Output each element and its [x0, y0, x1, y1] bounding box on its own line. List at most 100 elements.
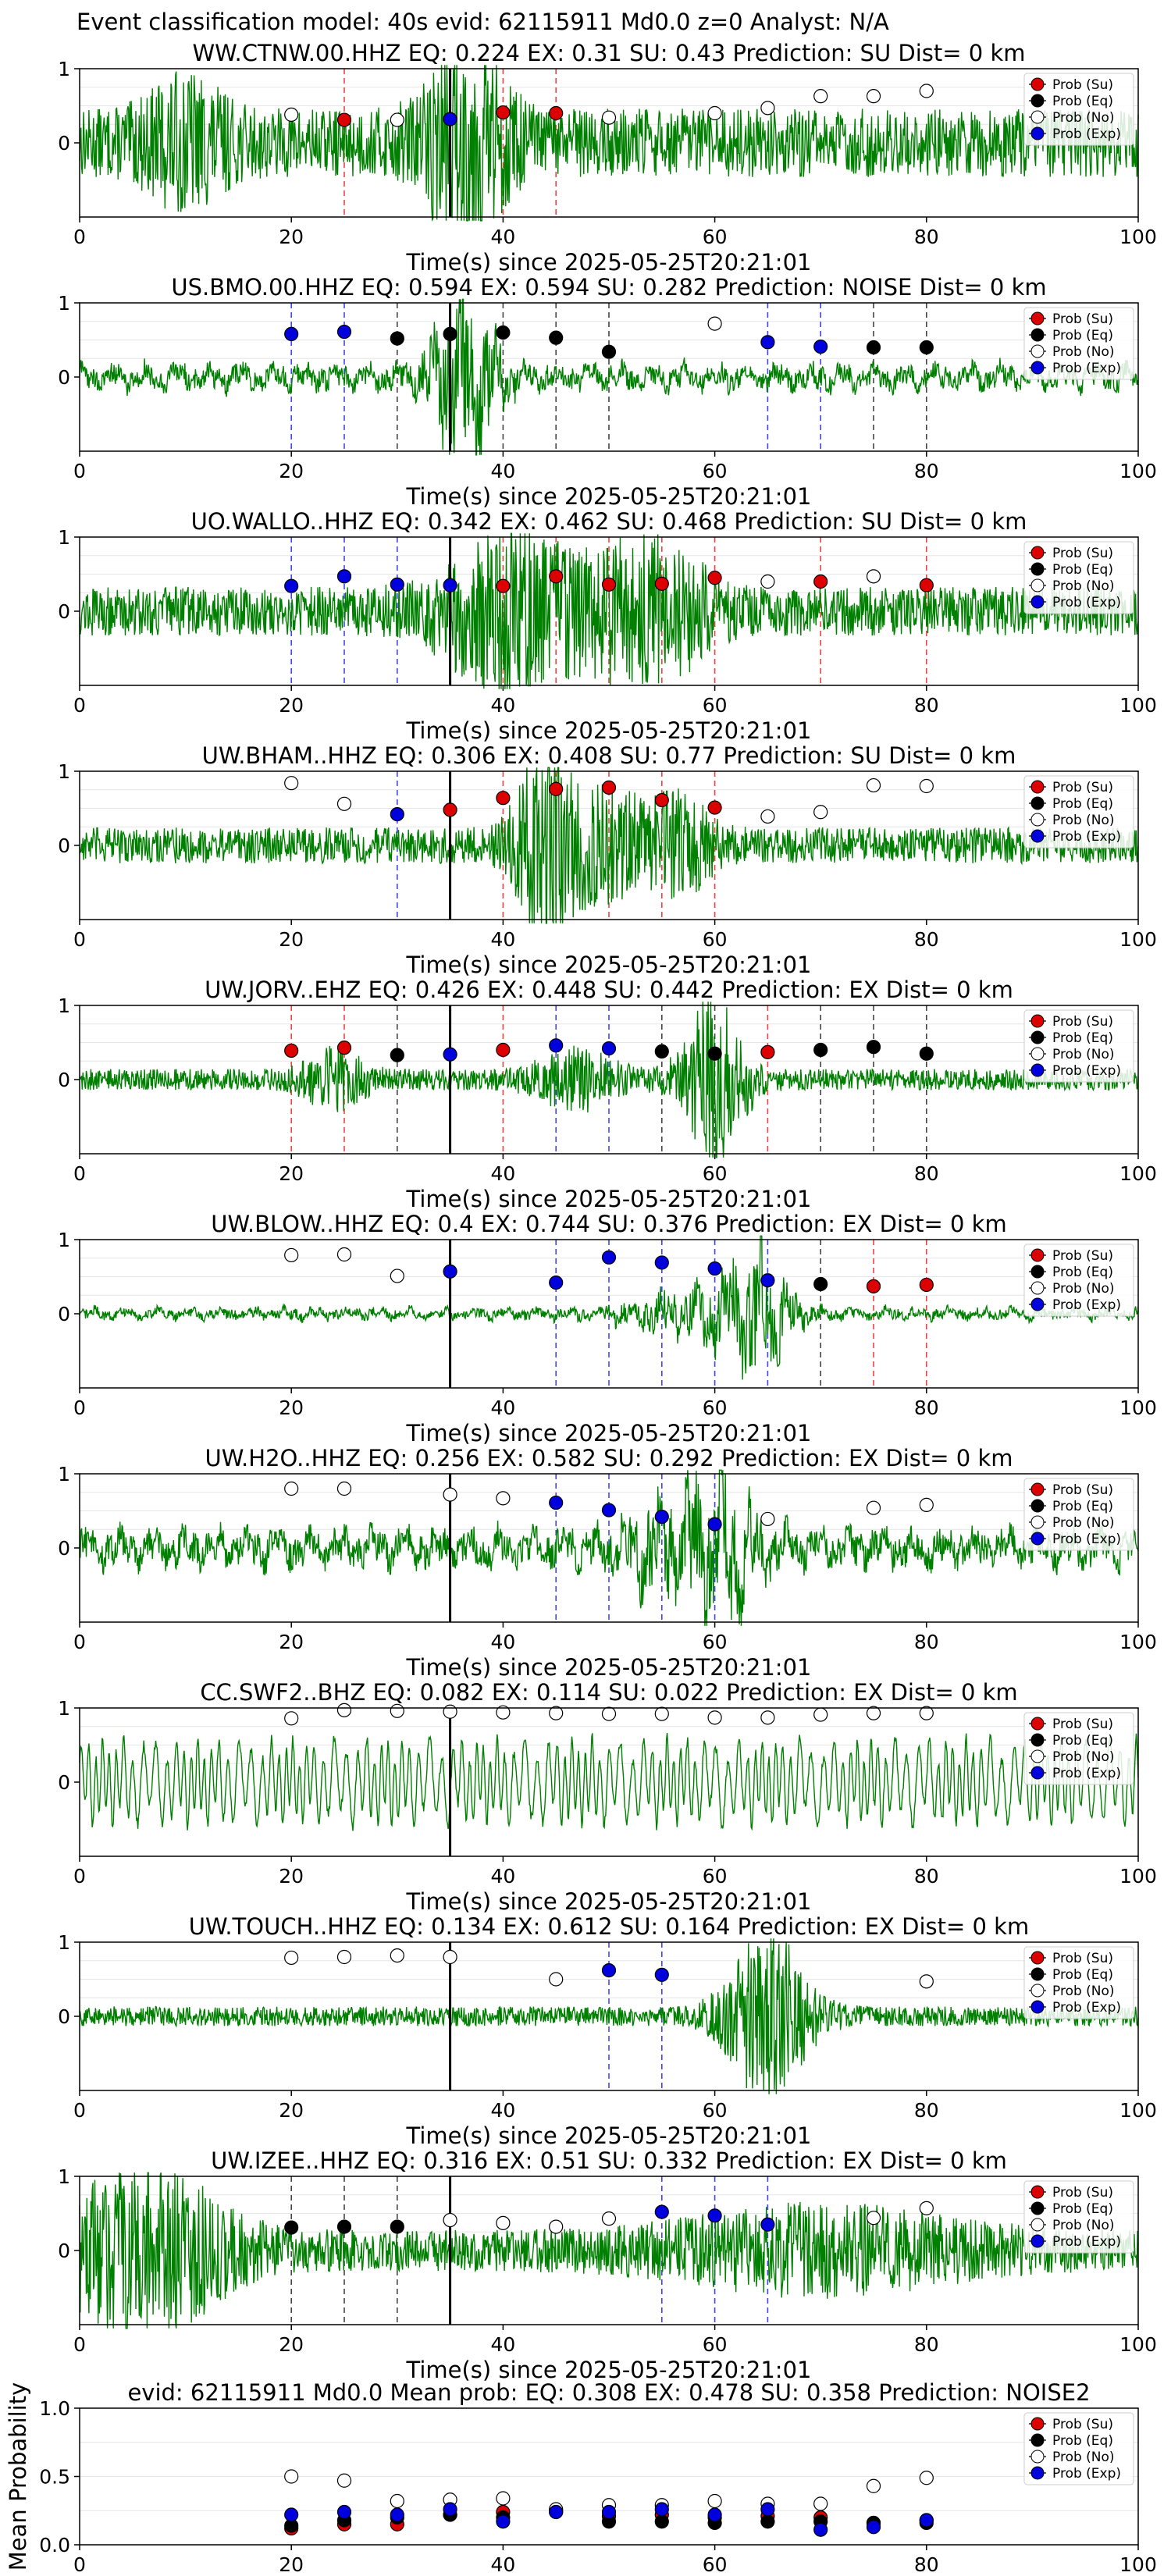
- prob-point-no: [443, 1949, 457, 1965]
- legend-box: [1023, 2412, 1134, 2485]
- prob-point-no: [760, 809, 775, 824]
- prob-point-su: [760, 1044, 775, 1059]
- prob-point-exp: [760, 2217, 775, 2232]
- prob-point-su: [336, 1041, 352, 1055]
- x-tick-label: 0: [73, 1162, 86, 1185]
- x-tick-label: 80: [914, 928, 939, 951]
- x-axis-label: Time(s) since 2025-05-25T20:21:01: [406, 1186, 812, 1212]
- prob-point-eq: [601, 344, 617, 359]
- prob-point-su: [654, 792, 669, 808]
- panel-title: UW.BHAM..HHZ EQ: 0.306 EX: 0.408 SU: 0.7…: [202, 742, 1016, 769]
- x-tick-label: 80: [914, 1162, 939, 1185]
- prob-point-su: [601, 780, 617, 795]
- prob-point-su: [496, 791, 511, 806]
- x-tick-label: 40: [490, 2553, 515, 2576]
- legend: Prob (Su)Prob (Eq)Prob (No)Prob (Exp): [1023, 2180, 1134, 2254]
- legend-marker-exp: [1030, 1297, 1045, 1311]
- prob-point-exp: [284, 326, 299, 341]
- y-tick-label: 1: [58, 1697, 70, 1720]
- x-tick-label: 40: [490, 2333, 515, 2356]
- prob-point-no: [496, 1705, 511, 1720]
- prob-point-exp: [443, 578, 457, 592]
- legend-marker-eq: [1030, 2201, 1045, 2215]
- y-tick-label: 0: [58, 834, 70, 857]
- mean-prob-point: [760, 2514, 775, 2529]
- legend-label: Prob (Su): [1052, 546, 1113, 561]
- waveform-trace: [79, 298, 1139, 456]
- x-tick-label: 20: [279, 2553, 304, 2576]
- prob-point-eq: [390, 2219, 404, 2234]
- legend: Prob (Su)Prob (Eq)Prob (No)Prob (Exp): [1023, 1009, 1134, 1083]
- x-tick-label: 80: [914, 226, 939, 248]
- prob-point-no: [601, 2211, 617, 2226]
- prob-point-exp: [336, 569, 352, 584]
- prob-point-exp: [390, 806, 404, 822]
- prob-point-no: [866, 777, 881, 793]
- legend-marker-no: [1030, 1749, 1045, 1763]
- y-tick-label: 1: [58, 1463, 70, 1485]
- x-axis-label: Time(s) since 2025-05-25T20:21:01: [406, 1654, 812, 1681]
- legend-marker-eq: [1030, 1265, 1045, 1279]
- legend-label: Prob (Su): [1052, 1951, 1113, 1966]
- legend-box: [1023, 1244, 1134, 1317]
- x-tick-label: 40: [490, 2099, 515, 2122]
- x-tick-label: 0: [73, 1865, 86, 1888]
- legend-box: [1023, 1712, 1134, 1785]
- legend-marker-exp: [1030, 2234, 1045, 2248]
- legend-marker-no: [1030, 2450, 1045, 2464]
- legend-label: Prob (Eq): [1052, 1265, 1113, 1280]
- mean-probability-panel: evid: 62115911 Md0.0 Mean prob: EQ: 0.30…: [5, 2379, 1157, 2576]
- legend-label: Prob (Exp): [1052, 2466, 1121, 2482]
- prob-point-no: [443, 2212, 457, 2228]
- x-tick-label: 60: [703, 2333, 728, 2356]
- y-tick-label: 1: [58, 58, 70, 80]
- prob-point-no: [866, 569, 881, 584]
- mean-prob-point: [443, 2502, 457, 2517]
- panel-title: UW.IZEE..HHZ EQ: 0.316 EX: 0.51 SU: 0.33…: [211, 2147, 1007, 2174]
- y-tick-label: 1: [58, 1931, 70, 1954]
- legend-marker-no: [1030, 1984, 1045, 1998]
- mean-prob-point: [760, 2502, 775, 2517]
- panel-title: UW.TOUCH..HHZ EQ: 0.134 EX: 0.612 SU: 0.…: [189, 1913, 1029, 1940]
- prob-point-su: [284, 1043, 299, 1059]
- mean-prob-point: [390, 2493, 404, 2509]
- prob-point-no: [813, 805, 828, 820]
- x-tick-label: 80: [914, 2333, 939, 2356]
- legend-label: Prob (Exp): [1052, 2000, 1121, 2016]
- legend-marker-exp: [1030, 361, 1045, 375]
- legend-marker-eq: [1030, 1733, 1045, 1747]
- y-tick-label: 1: [58, 292, 70, 315]
- prob-point-no: [760, 1710, 775, 1725]
- prob-point-eq: [813, 1276, 828, 1292]
- legend-label: Prob (No): [1052, 1047, 1115, 1062]
- prob-point-eq: [336, 2219, 352, 2234]
- x-tick-label: 80: [914, 2553, 939, 2576]
- x-axis-label: Time(s) since 2025-05-25T20:21:01: [406, 2122, 812, 2149]
- x-tick-label: 20: [279, 928, 304, 951]
- legend-marker-su: [1030, 1951, 1045, 1965]
- prob-point-exp: [760, 335, 775, 350]
- x-tick-label: 0: [73, 1397, 86, 1419]
- waveform-trace: [79, 1002, 1139, 1158]
- prob-point-no: [919, 1497, 934, 1513]
- mean-prob-point: [866, 2520, 881, 2535]
- station-panel: UW.H2O..HHZ EQ: 0.256 EX: 0.582 SU: 0.29…: [58, 1445, 1157, 1681]
- prob-point-su: [496, 1042, 511, 1058]
- legend-label: Prob (Exp): [1052, 829, 1121, 845]
- x-tick-label: 100: [1119, 2553, 1157, 2576]
- y-tick-label: 0: [58, 366, 70, 389]
- y-axis-label: Mean Probability: [5, 2382, 31, 2571]
- legend-label: Prob (Su): [1052, 780, 1113, 795]
- legend-label: Prob (Exp): [1052, 1297, 1121, 1313]
- station-panel: US.BMO.00.HHZ EQ: 0.594 EX: 0.594 SU: 0.…: [58, 274, 1157, 510]
- mean-prob-point: [707, 2507, 722, 2522]
- series-prob-exp-: [284, 2502, 934, 2537]
- prob-point-eq: [549, 330, 564, 345]
- prob-point-exp: [813, 339, 828, 354]
- legend-label: Prob (Eq): [1052, 1030, 1113, 1046]
- prob-point-no: [496, 2215, 511, 2230]
- legend-marker-no: [1030, 110, 1045, 124]
- prob-point-eq: [390, 1048, 404, 1062]
- legend-label: Prob (No): [1052, 1281, 1115, 1297]
- prob-point-eq: [866, 340, 881, 355]
